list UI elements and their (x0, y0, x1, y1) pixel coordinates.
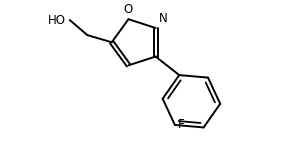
Text: HO: HO (48, 14, 66, 27)
Text: O: O (124, 3, 133, 16)
Text: F: F (178, 118, 185, 131)
Text: N: N (159, 12, 168, 25)
